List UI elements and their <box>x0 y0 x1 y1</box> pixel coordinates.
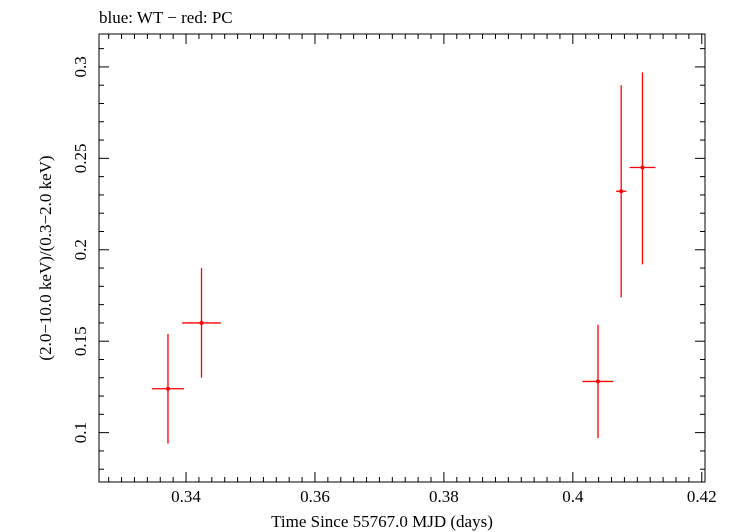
y-axis: 0.1 0.15 0.2 0.25 0.3 <box>71 48 705 470</box>
x-axis: 0.34 0.36 0.38 0.4 0.42 <box>108 34 717 506</box>
chart-title: blue: WT − red: PC <box>99 8 233 27</box>
data-marker <box>595 379 600 384</box>
y-tick-label: 0.2 <box>71 239 90 260</box>
data-point <box>629 72 656 265</box>
data-point <box>182 268 221 378</box>
y-tick-label: 0.3 <box>71 56 90 77</box>
data-point <box>582 324 614 439</box>
y-tick-label: 0.25 <box>71 143 90 173</box>
y-tick-label: 0.15 <box>71 326 90 356</box>
data-marker <box>165 386 170 391</box>
data-marker <box>199 320 204 325</box>
data-point <box>616 85 627 298</box>
x-axis-label: Time Since 55767.0 MJD (days) <box>271 512 493 531</box>
x-tick-label: 0.36 <box>300 487 330 506</box>
y-tick-label: 0.1 <box>71 422 90 443</box>
x-tick-label: 0.34 <box>171 487 201 506</box>
x-tick-label: 0.4 <box>562 487 584 506</box>
plot-frame <box>98 33 706 483</box>
data-series-pc <box>151 72 656 444</box>
x-tick-label: 0.42 <box>687 487 717 506</box>
x-tick-label: 0.38 <box>429 487 459 506</box>
data-point <box>151 333 185 444</box>
data-marker <box>640 165 645 170</box>
y-axis-label: (2.0−10.0 keV)/(0.3−2.0 keV) <box>36 155 55 360</box>
data-marker <box>619 189 624 194</box>
